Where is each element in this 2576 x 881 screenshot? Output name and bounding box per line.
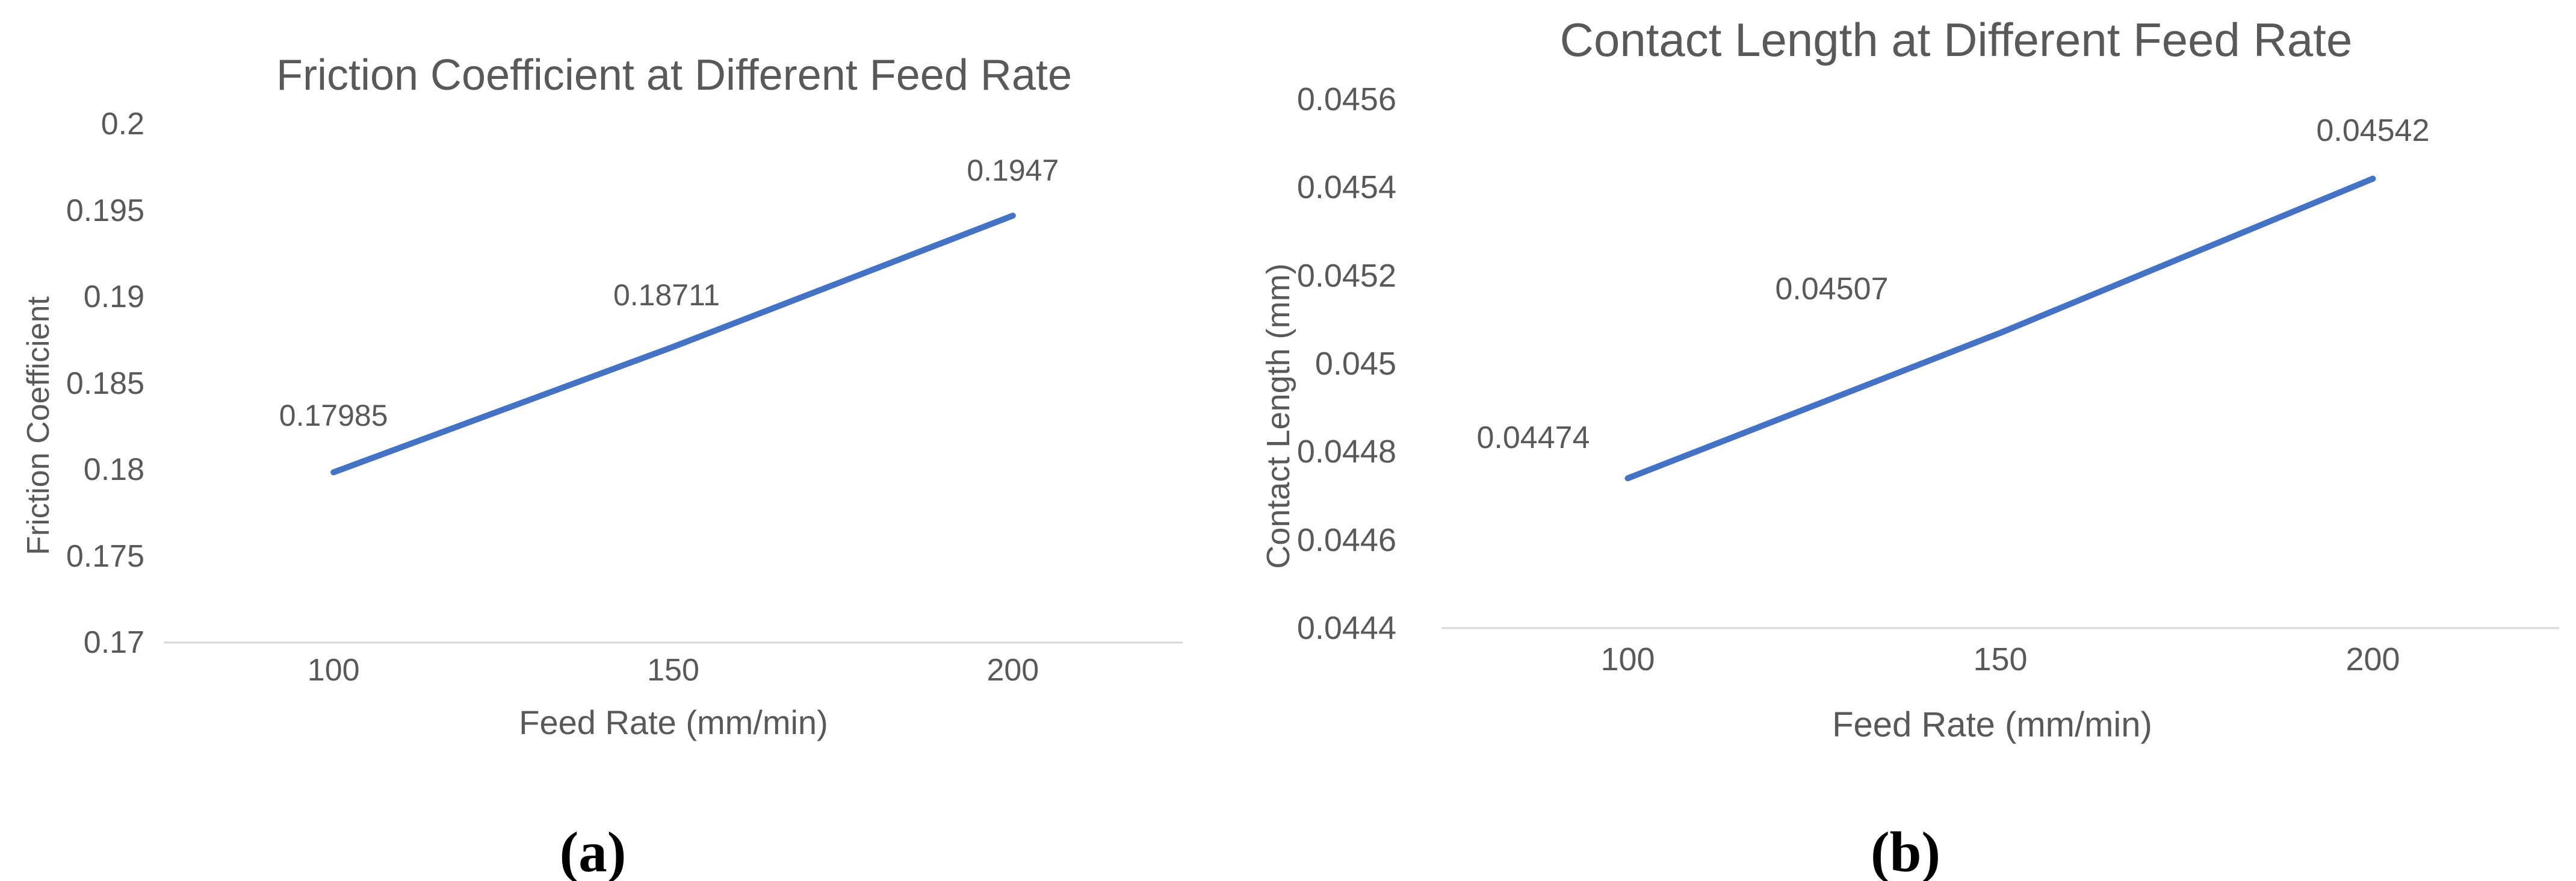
chart-a-y-tick-label: 0.19: [83, 279, 144, 314]
subfigure-caption-b: (b): [1870, 820, 1941, 881]
chart-a-title: Friction Coefficient at Different Feed R…: [276, 51, 1072, 99]
chart-b-data-label: 0.04542: [2316, 113, 2430, 148]
chart-a-y-axis-title: Friction Coefficient: [21, 296, 56, 555]
chart-a-y-tick-label: 0.185: [66, 366, 144, 401]
chart-b-series-line: [1624, 175, 2376, 482]
chart-b-x-tick-label: 150: [1973, 641, 2028, 677]
chart-b-y-tick-label: 0.0444: [1296, 610, 1396, 646]
chart-a-x-tick-label: 200: [986, 653, 1039, 688]
chart-b-data-label: 0.04507: [1775, 271, 1889, 307]
chart-b-data-label: 0.04474: [1476, 420, 1590, 456]
chart-b-x-tick-label: 100: [1600, 641, 1655, 677]
chart-b-y-tick-label: 0.045: [1314, 346, 1396, 382]
subfigure-caption-a: (a): [559, 820, 627, 881]
chart-a-data-label: 0.17985: [279, 399, 388, 433]
chart-a-y-tick-label: 0.17: [83, 625, 144, 660]
chart-b-y-axis-title: Contact Length (mm): [1260, 263, 1296, 569]
chart-b-title: Contact Length at Different Feed Rate: [1559, 13, 2353, 66]
chart-a-y-tick-label: 0.18: [83, 452, 144, 487]
chart-a-x-tick-label: 100: [307, 653, 360, 688]
chart-a-y-tick-label: 0.2: [101, 107, 144, 142]
chart-b-y-tick-label: 0.0448: [1296, 434, 1396, 470]
chart-b-y-tick-label: 0.0446: [1296, 521, 1396, 558]
chart-a-x-tick-label: 150: [647, 653, 699, 688]
chart-a-y-tick-label: 0.195: [66, 193, 144, 228]
chart-a-y-tick-label: 0.175: [66, 538, 144, 574]
chart-b-x-axis-title: Feed Rate (mm/min): [1832, 705, 2152, 744]
chart-b-y-tick-label: 0.0452: [1296, 257, 1396, 294]
chart-b-y-tick-label: 0.0456: [1296, 81, 1396, 117]
chart-a-x-axis-title: Feed Rate (mm/min): [519, 703, 828, 741]
chart-a-data-label: 0.18711: [613, 278, 720, 312]
chart-b-y-tick-label: 0.0454: [1296, 169, 1396, 206]
chart-b-x-tick-label: 200: [2345, 641, 2400, 677]
chart-a-data-label: 0.1947: [967, 154, 1059, 188]
chart-a-series-line: [330, 213, 1016, 476]
